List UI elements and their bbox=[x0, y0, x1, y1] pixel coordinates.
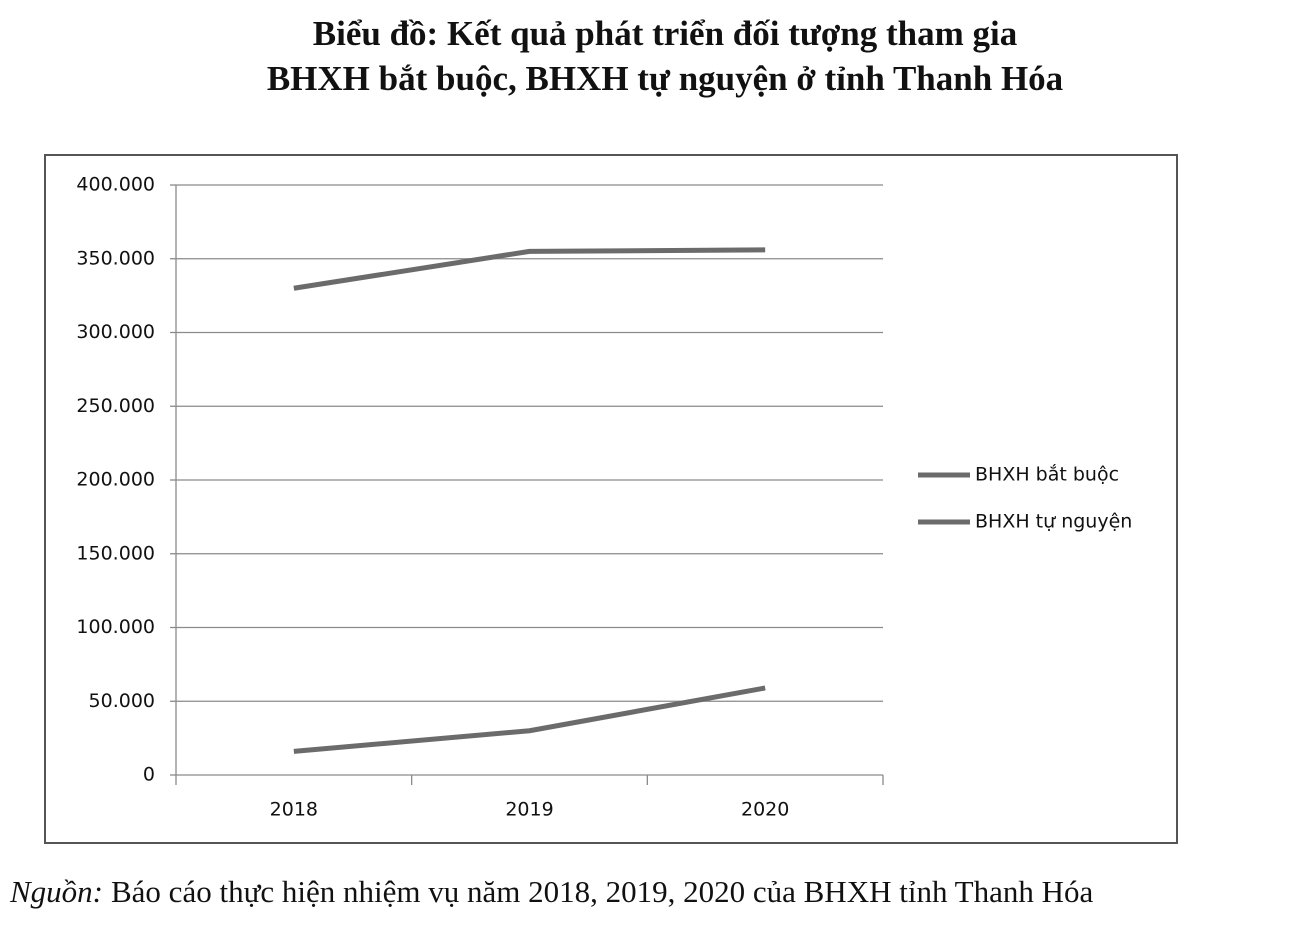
y-tick-label: 100.000 bbox=[76, 616, 155, 638]
y-tick-label: 50.000 bbox=[89, 690, 155, 712]
x-tick-label: 2018 bbox=[270, 799, 318, 821]
source-text: Báo cáo thực hiện nhiệm vụ năm 2018, 201… bbox=[111, 874, 1093, 909]
x-tick-label: 2020 bbox=[741, 799, 789, 821]
source: Nguồn: Báo cáo thực hiện nhiệm vụ năm 201… bbox=[9, 874, 1093, 909]
series-line bbox=[293, 685, 766, 754]
legend-label: BHXH tự nguyện bbox=[975, 511, 1132, 533]
series-line bbox=[293, 247, 766, 291]
y-tick-label: 200.000 bbox=[76, 469, 155, 491]
y-tick-label: 400.000 bbox=[76, 174, 155, 196]
chart-title: Biểu đồ: Kết quả phát triển đối tượng th… bbox=[313, 14, 1017, 53]
legend-label: BHXH bắt buộc bbox=[975, 463, 1119, 486]
y-tick-label: 0 bbox=[143, 764, 155, 786]
source-label: Nguồn: bbox=[9, 874, 103, 909]
x-tick-label: 2019 bbox=[505, 799, 553, 821]
y-tick-label: 150.000 bbox=[76, 542, 155, 564]
y-tick-label: 350.000 bbox=[76, 247, 155, 269]
chart-title: BHXH bắt buộc, BHXH tự nguyện ở tỉnh Tha… bbox=[267, 59, 1063, 98]
y-tick-label: 250.000 bbox=[76, 395, 155, 417]
y-tick-label: 300.000 bbox=[76, 321, 155, 343]
chart-frame bbox=[44, 154, 1178, 844]
